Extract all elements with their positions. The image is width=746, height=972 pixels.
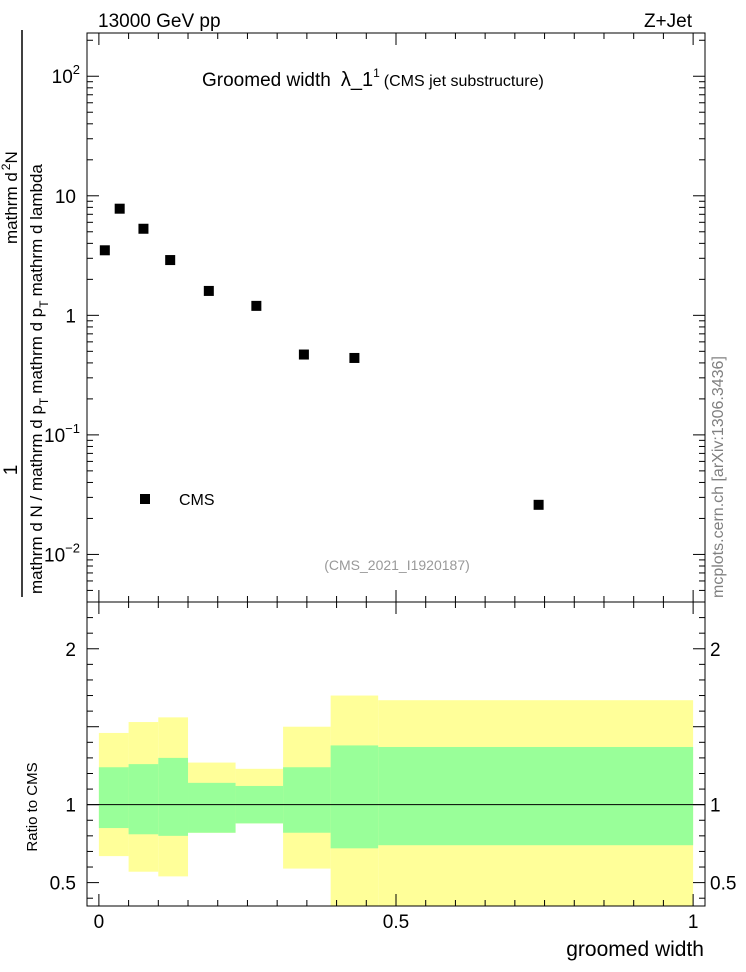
- inner-band-bin-5: [283, 767, 331, 833]
- legend-label: CMS: [179, 492, 215, 509]
- legend-marker: [140, 494, 150, 504]
- process-label: Z+Jet: [644, 11, 693, 32]
- inner-band-bin-3: [188, 782, 236, 833]
- data-point-0: [99, 245, 110, 256]
- main-plot-panel: 10−2 10−1 1 10 102 CMS: [44, 32, 706, 603]
- y-tick-label-4: 102: [52, 62, 80, 88]
- x-axis-label: groomed width: [566, 938, 704, 961]
- y-tick-label-0: 10−2: [44, 540, 80, 566]
- y-label-numerator: 1: [1, 465, 22, 476]
- inner-band-bin-0: [98, 767, 129, 829]
- data-point-8: [533, 499, 544, 510]
- data-point-7: [349, 352, 360, 363]
- main-plot-frame: [86, 32, 706, 603]
- ratio-y-axis-label: Ratio to CMS: [24, 762, 41, 851]
- y-label-top: mathrm d2N: [0, 151, 21, 244]
- source-side-label: mcplots.cern.ch [arXiv:1306.3436]: [710, 356, 727, 598]
- analysis-watermark: (CMS_2021_I1920187): [324, 557, 470, 573]
- data-point-6: [298, 349, 309, 360]
- inner-band-bin-7: [378, 746, 694, 846]
- ratio-y-tick-right-0: 0.5: [710, 874, 736, 895]
- ratio-plot-panel: 0 0.5 1 0.5 0.5 1 1 2 2: [50, 601, 736, 933]
- energy-label: 13000 GeV pp: [98, 11, 221, 32]
- plot-title: Groomed width λ_11 (CMS jet substructure): [202, 66, 544, 91]
- data-point-3: [165, 255, 176, 266]
- inner-band-bin-6: [330, 745, 379, 849]
- data-point-1: [114, 203, 125, 214]
- data-point-5: [251, 300, 262, 311]
- ratio-y-tick-right-2: 2: [710, 640, 721, 661]
- inner-band-bin-1: [128, 764, 159, 835]
- inner-band-bin-2: [158, 757, 189, 836]
- y-tick-label-3: 10: [55, 187, 76, 208]
- y-tick-label-1: 10−1: [44, 421, 80, 447]
- top-y-axis-label: 1 mathrm d N / mathrm d pTmathrm d pTmat…: [0, 30, 51, 597]
- data-point-2: [138, 223, 149, 234]
- ratio-y-tick-left-1: 1: [65, 796, 76, 817]
- x-tick-label-2: 1: [688, 912, 699, 933]
- ratio-y-tick-left-0: 0.5: [50, 874, 76, 895]
- data-point-4: [203, 285, 214, 296]
- x-tick-label-0: 0: [94, 912, 105, 933]
- ratio-y-tick-right-1: 1: [710, 796, 721, 817]
- x-tick-label-1: 0.5: [383, 912, 409, 933]
- y-label-denominator: mathrm d N / mathrm d pTmathrm d pTmathr…: [27, 164, 51, 594]
- ratio-y-tick-left-2: 2: [65, 640, 76, 661]
- y-tick-label-2: 1: [65, 306, 76, 327]
